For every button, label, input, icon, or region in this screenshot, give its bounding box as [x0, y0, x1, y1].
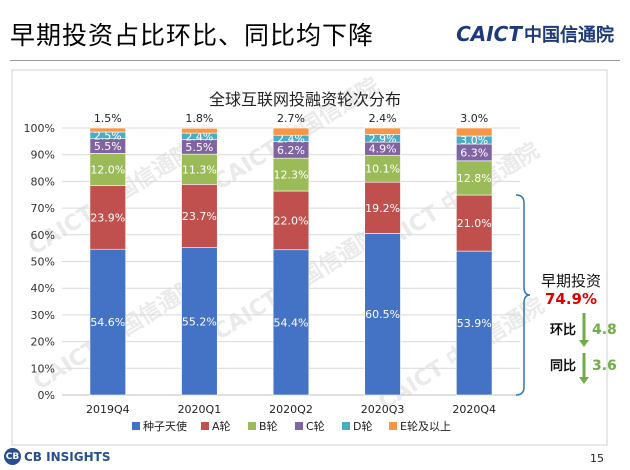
- bar-segment: [272, 157, 310, 192]
- y-tick-label: 50%: [31, 256, 55, 269]
- data-label: 12.0%: [90, 163, 125, 176]
- logo-chinese-text: 中国信通院: [524, 25, 614, 46]
- data-label: 23.7%: [182, 210, 217, 223]
- data-label: 22.0%: [274, 214, 309, 227]
- x-tick-label: 2020Q2: [269, 403, 313, 416]
- bar-segment: [89, 127, 126, 133]
- y-tick-label: 30%: [31, 309, 55, 322]
- bar-segment: [364, 233, 401, 396]
- data-label: 12.3%: [274, 169, 309, 182]
- y-tick-label: 60%: [31, 229, 55, 242]
- bar-segment: [456, 160, 493, 196]
- qoq-value: 4.8: [592, 322, 617, 338]
- bar-segment: [89, 153, 126, 186]
- data-label: 2.4%: [277, 132, 305, 145]
- data-label: 1.5%: [94, 112, 122, 125]
- data-label: 2.7%: [277, 112, 305, 125]
- data-label: 2.4%: [185, 130, 213, 143]
- bar-segment: [272, 249, 310, 396]
- legend-swatch: [295, 422, 303, 430]
- x-tick-label: 2020Q1: [178, 403, 222, 416]
- qoq-label: 环比: [550, 322, 576, 338]
- data-label: 54.4%: [274, 316, 309, 329]
- data-label: 21.0%: [457, 217, 492, 230]
- y-tick-label: 90%: [31, 149, 55, 162]
- data-label: 5.5%: [94, 140, 122, 153]
- bar-segment: [181, 127, 218, 134]
- legend-label: B轮: [259, 419, 278, 433]
- data-label: 60.5%: [365, 308, 400, 321]
- legend-swatch: [389, 422, 397, 430]
- legend-label: E轮及以上: [400, 419, 451, 433]
- data-label: 10.1%: [365, 163, 400, 176]
- data-label: 2.9%: [369, 132, 397, 145]
- yoy-arrow-icon: [579, 377, 589, 384]
- bar-segment: [364, 127, 401, 135]
- data-label: 2.4%: [369, 112, 397, 125]
- early-stage-bracket: [515, 194, 531, 396]
- y-tick-label: 80%: [31, 175, 55, 188]
- data-label: 55.2%: [182, 315, 217, 328]
- bar-segment: [456, 127, 493, 137]
- legend-label: A轮: [212, 419, 231, 433]
- cb-insights-mark-icon: CB: [4, 448, 21, 465]
- yoy-value: 3.6: [592, 358, 617, 374]
- bar-segment: [364, 154, 401, 183]
- y-tick-label: 20%: [31, 336, 55, 349]
- x-tick-label: 2019Q4: [86, 403, 130, 416]
- footer-logo: CB CB INSIGHTS: [4, 448, 110, 465]
- data-label: 5.5%: [185, 141, 213, 154]
- bar-segment: [89, 185, 126, 250]
- bar-segment: [181, 184, 218, 248]
- bar-segment: [89, 248, 126, 396]
- chart-frame: [11, 69, 608, 446]
- legend-label: D轮: [353, 419, 372, 433]
- legend-label: 种子天使: [143, 419, 187, 433]
- bar-segment: [272, 127, 310, 136]
- y-tick-label: 100%: [24, 122, 55, 135]
- caict-logo: CAICT 中国信通院: [456, 22, 614, 46]
- data-label: 3.0%: [460, 134, 488, 147]
- cb-insights-logo-text: CB INSIGHTS: [24, 449, 111, 464]
- legend-swatch: [342, 422, 350, 430]
- data-label: 11.3%: [182, 163, 217, 176]
- data-label: 53.9%: [457, 317, 492, 330]
- annotation-label: 早期投资: [541, 272, 601, 290]
- legend-swatch: [201, 422, 209, 430]
- slide-title: 早期投资占比环比、同比均下降: [10, 21, 375, 50]
- annotation-value: 74.9%: [545, 290, 597, 308]
- legend-swatch: [248, 422, 256, 430]
- data-label: 12.8%: [457, 172, 492, 185]
- qoq-arrow-icon: [579, 340, 589, 347]
- y-tick-label: 0%: [38, 389, 55, 402]
- bar-segment: [272, 190, 310, 251]
- bar-segment: [456, 194, 493, 252]
- yoy-label: 同比: [550, 358, 576, 374]
- legend-swatch: [132, 422, 140, 430]
- data-label: 23.9%: [90, 211, 125, 224]
- y-tick-label: 70%: [31, 202, 55, 215]
- y-tick-label: 10%: [31, 362, 55, 375]
- page-number: 15: [590, 452, 604, 465]
- x-tick-label: 2020Q4: [452, 403, 496, 416]
- logo-latin-text: CAICT: [456, 22, 522, 46]
- data-label: 2.5%: [94, 129, 122, 142]
- data-label: 4.9%: [369, 143, 397, 156]
- data-label: 6.2%: [277, 144, 305, 157]
- legend-label: C轮: [306, 419, 325, 433]
- data-label: 19.2%: [365, 202, 400, 215]
- x-tick-label: 2020Q3: [361, 403, 405, 416]
- data-label: 6.3%: [460, 146, 488, 159]
- data-label: 54.6%: [90, 316, 125, 329]
- y-tick-label: 40%: [31, 282, 55, 295]
- data-label: 3.0%: [460, 112, 488, 125]
- chart-title: 全球互联网投融资轮次分布: [209, 90, 401, 109]
- bar-segment: [181, 247, 218, 396]
- data-label: 1.8%: [185, 112, 213, 125]
- bar-segment: [456, 250, 493, 396]
- bar-segment: [181, 153, 218, 185]
- header-divider: [10, 60, 620, 61]
